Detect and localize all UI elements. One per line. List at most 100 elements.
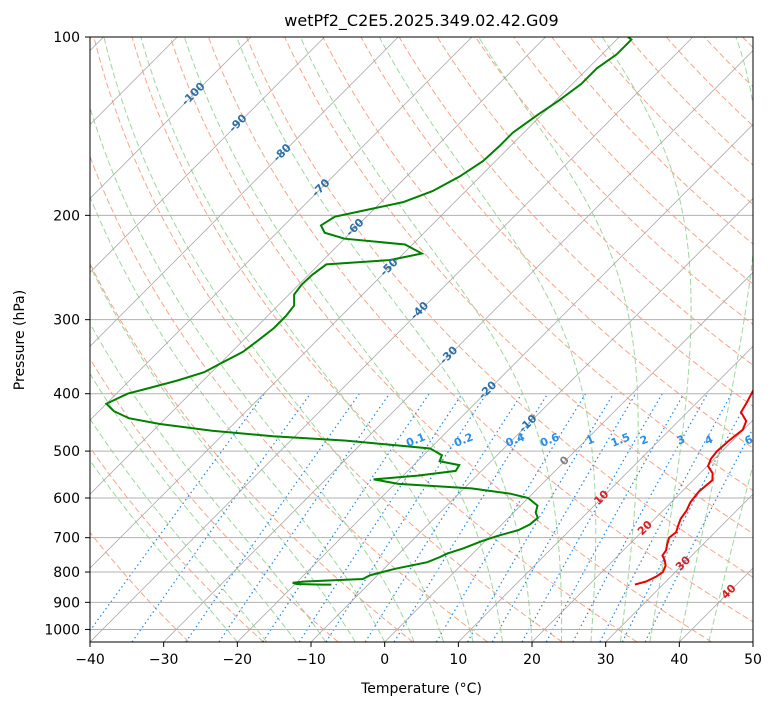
isotherm-line: [679, 567, 753, 642]
moist-adiabat-line: [140, 37, 474, 642]
x-tick-label: −30: [149, 652, 179, 668]
y-tick-label: 700: [53, 531, 80, 547]
isotherm-label: -40: [408, 299, 431, 322]
dry-adiabat-line: [589, 37, 753, 206]
y-tick-label: 400: [53, 387, 80, 403]
isotherm-line: [90, 37, 620, 569]
moist-adiabat-line: [601, 37, 692, 642]
dry-adiabats: [90, 37, 753, 642]
isotherm-line: [605, 493, 753, 642]
y-tick-label: 900: [53, 595, 80, 611]
dry-adiabat-line: [436, 37, 753, 366]
isotherm-label: 20: [635, 518, 655, 538]
mixing-ratio-line: [521, 393, 663, 642]
moist-adiabat-line: [90, 105, 415, 642]
isotherm-line: [531, 419, 753, 642]
mixing-ratio-line: [599, 393, 733, 642]
isotherm-label: -90: [226, 111, 249, 134]
chart-title: wetPf2_C2E5.2025.349.02.42.G09: [284, 11, 558, 31]
mixing-ratio-line: [466, 393, 615, 642]
x-tick-label: 10: [449, 652, 467, 668]
dry-adiabat-line: [90, 531, 190, 642]
y-axis-ticks: 100 200 300 400 500 600 700 800 900 1000: [44, 30, 90, 638]
x-tick-label: −40: [75, 652, 105, 668]
x-tick-label: 40: [670, 652, 688, 668]
moist-adiabat-line: [90, 459, 238, 642]
isotherm-line: [90, 37, 473, 421]
sounding-series: [104, 37, 753, 586]
dry-adiabat-line: [742, 37, 753, 49]
x-tick-label: −20: [223, 652, 253, 668]
y-tick-label: 800: [53, 565, 80, 581]
mixing-ratio-label: 0.6: [538, 430, 561, 449]
mixing-ratio-line: [364, 393, 523, 642]
mixing-ratio-label: 3: [675, 433, 687, 448]
dry-adiabat-line: [246, 37, 753, 578]
y-tick-label: 600: [53, 491, 80, 507]
dry-adiabat-line: [704, 37, 753, 88]
isotherm-label: -100: [179, 80, 208, 109]
isotherm-line: [310, 197, 753, 642]
isotherm-label: -70: [309, 176, 332, 199]
isotherm-label: -20: [476, 378, 499, 401]
moist-adiabat-line: [678, 37, 753, 642]
x-axis-label: Temperature (°C): [360, 681, 482, 697]
mixing-ratio-label: 1.5: [609, 430, 632, 449]
mixing-ratio-label: 0.1: [404, 430, 427, 449]
x-tick-label: −10: [296, 652, 326, 668]
mixing-ratio-line: [572, 393, 708, 642]
moist-adiabat-line: [90, 264, 356, 642]
x-tick-label: 30: [597, 652, 615, 668]
isotherm-line: [90, 37, 546, 495]
isotherm-line: [90, 37, 694, 642]
isotherm-label: -60: [343, 216, 366, 239]
y-tick-label: 500: [53, 444, 80, 460]
moist-adiabat-line: [708, 463, 753, 642]
isotherm-line: [752, 641, 753, 642]
plot-frame: [89, 36, 754, 643]
moist-adiabat-line: [90, 372, 297, 642]
mixing-ratio-line: [545, 393, 685, 642]
x-tick-label: 50: [744, 652, 762, 668]
y-tick-label: 1000: [44, 622, 80, 638]
mixing-ratio-line: [393, 393, 549, 642]
isotherm-label: 10: [591, 487, 611, 507]
moist-adiabat-line: [90, 195, 386, 642]
dry-adiabat-line: [207, 37, 753, 623]
moist-adiabat-line: [299, 37, 563, 642]
dry-adiabat-line: [665, 37, 753, 127]
y-tick-label: 100: [53, 30, 80, 46]
moist-adiabat-line: [236, 37, 533, 642]
dry-adiabat-line: [131, 37, 638, 642]
mixing-ratio-label: 6: [743, 433, 755, 448]
isotherm-line: [237, 123, 753, 642]
mixing-ratio-label: 0.2: [452, 430, 475, 449]
isotherm-label: 30: [673, 553, 693, 573]
y-axis-label: Pressure (hPa): [12, 290, 28, 390]
dry-adiabat-line: [284, 37, 753, 535]
isotherm-line: [458, 345, 753, 642]
dry-adiabat-line: [90, 262, 414, 642]
x-tick-label: 20: [523, 652, 541, 668]
dry-adiabat-line: [551, 37, 753, 245]
moist-adiabats: [90, 37, 753, 642]
isotherm-label: -30: [437, 343, 460, 366]
mixing-ratio-line: [218, 393, 391, 642]
isotherm-line: [90, 37, 399, 347]
mixing-ratio-label: 4: [703, 433, 715, 448]
moist-adiabat-line: [477, 37, 639, 642]
isobar-grid: [90, 37, 753, 630]
isotherm-line: [163, 50, 753, 642]
mixing-ratio-label: 1: [584, 433, 596, 448]
plot-area: -100-90-80-70-60-50-40-30-20-10010203040…: [90, 37, 755, 642]
x-tick-label: 0: [380, 652, 389, 668]
dewpoint-line: [104, 37, 633, 586]
dry-adiabat-line: [93, 37, 563, 642]
isotherm-line: [384, 271, 753, 642]
mixing-ratio-line: [491, 393, 637, 642]
dry-adiabat-line: [322, 37, 753, 492]
y-tick-label: 200: [53, 208, 80, 224]
moist-adiabat-line: [90, 322, 327, 642]
isotherm-label: 40: [719, 581, 739, 601]
